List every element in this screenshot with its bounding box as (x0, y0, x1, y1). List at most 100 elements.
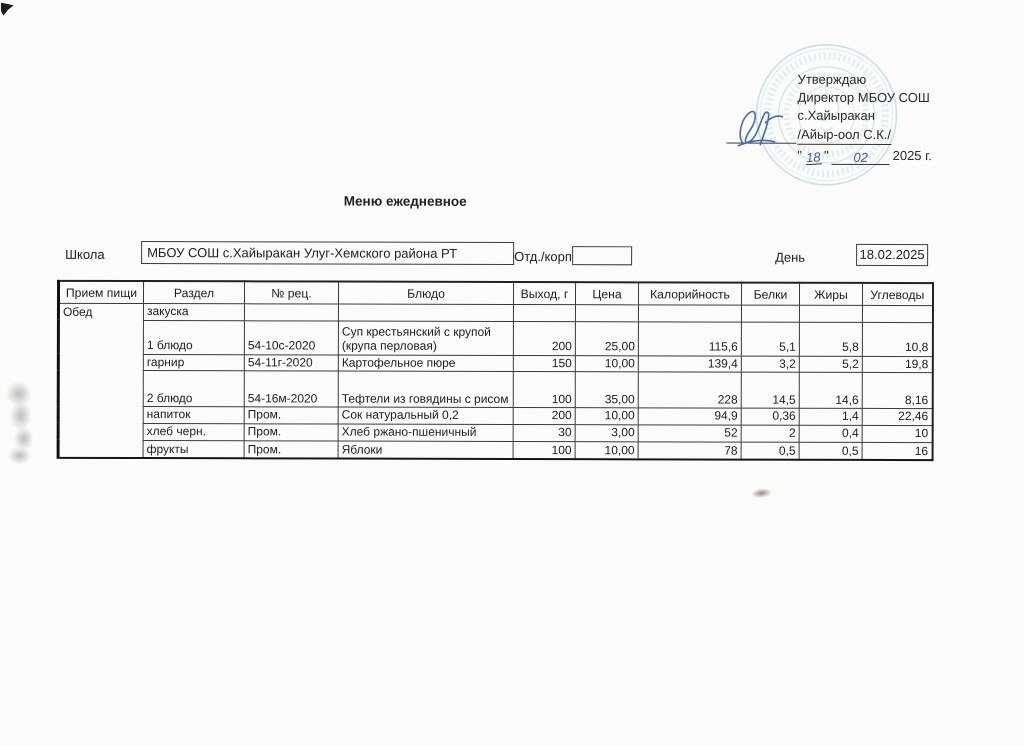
quote-mark: " (797, 147, 803, 163)
cell-out: 200 (513, 321, 576, 356)
scan-corner-artifact (1, 3, 14, 16)
cell-dish: Суп крестьянский с крупой (крупа перлова… (338, 320, 514, 356)
quote-mark: " (823, 147, 829, 163)
menu-table-header: Прием пищи Раздел № рец. Блюдо Выход, г Цена К… (58, 280, 933, 306)
cell-carbs: 22,46 (862, 408, 933, 426)
table-row: 1 блюдо 54-10с-2020 Суп крестьянский с кру… (58, 320, 933, 357)
dept-value-field (572, 246, 633, 266)
cell-cal (638, 304, 742, 322)
cell-razdel: закуска (143, 303, 245, 321)
school-label: Школа (65, 246, 105, 262)
column-header: Калорийность (638, 282, 742, 306)
cell-razdel: 1 блюдо (143, 320, 245, 355)
column-header: Жиры (799, 282, 863, 306)
cell-price: 25,00 (575, 321, 639, 356)
column-header: Углеводы (862, 282, 933, 306)
cell-rec: 54-16м-2020 (244, 370, 339, 408)
cell-razdel: напиток (143, 406, 245, 424)
column-header: Раздел (143, 281, 245, 304)
cell-fat: 0,4 (799, 424, 863, 442)
scan-smudge (750, 487, 773, 499)
cell-out (513, 304, 576, 322)
signature-icon (737, 110, 784, 147)
cell-rec (244, 303, 339, 321)
cell-price: 10,00 (575, 407, 639, 425)
cell-dish: Тефтели из говядины с рисом (338, 371, 514, 408)
cell-rec: 54-10с-2020 (244, 320, 339, 355)
approval-line: Утверждаю (797, 71, 867, 87)
cell-fat: 5,8 (799, 321, 863, 356)
column-header: Белки (741, 282, 800, 306)
day-value-field: 18.02.2025 (856, 243, 929, 267)
cell-cal: 139,4 (638, 355, 742, 373)
cell-protein: 2 (741, 424, 800, 442)
cell-razdel: 2 блюдо (143, 370, 245, 407)
cell-fat: 5,2 (799, 355, 863, 373)
column-header: Прием пищи (58, 280, 144, 304)
cell-dish: Яблоки (338, 440, 514, 460)
cell-carbs: 10 (862, 424, 933, 443)
cell-cal: 94,9 (638, 407, 742, 425)
cell-cal: 52 (638, 424, 742, 442)
cell-carbs: 16 (862, 441, 933, 461)
page-title: Меню ежедневное (343, 193, 467, 209)
school-value-field: МБОУ СОШ с.Хайыракан Улуг-Хемского район… (141, 241, 515, 266)
cell-rec: Пром. (244, 423, 339, 441)
cell-price: 10,00 (575, 441, 639, 460)
cell-fat: 1,4 (799, 408, 863, 425)
cell-rec: Пром. (244, 440, 339, 459)
cell-price: 3,00 (575, 424, 639, 442)
school-seal-stamp-icon (755, 44, 898, 186)
menu-table: Прием пищи Раздел № рец. Блюдо Выход, г Цена К… (56, 279, 934, 462)
cell-cal: 78 (638, 441, 742, 460)
cell-razdel: гарнир (143, 354, 245, 371)
cell-out: 30 (513, 424, 576, 442)
cell-price: 10,00 (575, 355, 639, 372)
cell-rec: Пром. (244, 406, 339, 424)
cell-rec: 54-11г-2020 (244, 354, 339, 372)
cell-protein: 3,2 (741, 355, 800, 373)
cell-dish: Хлеб ржано-пшеничный (338, 423, 514, 442)
approval-year: 2025 г. (892, 147, 932, 163)
approval-line: с.Хайыракан (797, 108, 875, 124)
cell-carbs: 19,8 (862, 355, 933, 373)
handwritten-day: 18 (804, 149, 822, 166)
cell-out: 200 (513, 407, 576, 425)
cell-protein: 0,36 (741, 408, 800, 425)
cell-carbs (862, 305, 933, 323)
cell-fat (799, 305, 863, 322)
cell-price (575, 304, 639, 322)
cell-cal: 115,6 (638, 321, 742, 356)
cell-protein: 0,5 (741, 441, 800, 460)
table-row: фрукты Пром. Яблоки 100 10,00 78 0,5 0,5 16 (58, 440, 933, 461)
cell-out: 100 (513, 441, 576, 460)
column-header: Блюдо (338, 281, 514, 305)
column-header: Цена (575, 282, 639, 305)
cell-razdel: хлеб черн. (143, 423, 245, 441)
cell-out: 100 (513, 371, 576, 408)
cell-protein: 14,5 (741, 372, 800, 409)
meal-cell: Обед (58, 303, 144, 459)
cell-fat: 14,6 (799, 372, 863, 409)
cell-razdel: фрукты (143, 440, 245, 459)
cell-dish: Картофельное пюре (338, 354, 514, 372)
cell-dish (338, 304, 514, 322)
cell-fat: 0,5 (799, 441, 863, 460)
approval-date-line: " 18 " 02 2025 г. (797, 147, 932, 166)
approval-block: Утверждаю Директор МБОУ СОШ с.Хайыракан … (797, 71, 932, 166)
cell-protein: 5,1 (741, 321, 800, 356)
dept-label: Отд./корп (514, 249, 572, 265)
cell-cal: 228 (638, 371, 742, 409)
cell-protein (741, 305, 800, 322)
cell-carbs: 10,8 (862, 321, 933, 357)
column-header: № рец. (244, 281, 339, 305)
approver-name: /Айыр-оол С.К./ (797, 125, 892, 145)
day-label: День (775, 249, 806, 265)
scan-smudge (7, 446, 32, 465)
approval-line: Директор МБОУ СОШ (797, 89, 930, 106)
cell-carbs: 8,16 (862, 372, 933, 409)
cell-price: 35,00 (575, 371, 639, 408)
handwritten-month: 02 (831, 150, 890, 166)
cell-out: 150 (513, 355, 576, 372)
